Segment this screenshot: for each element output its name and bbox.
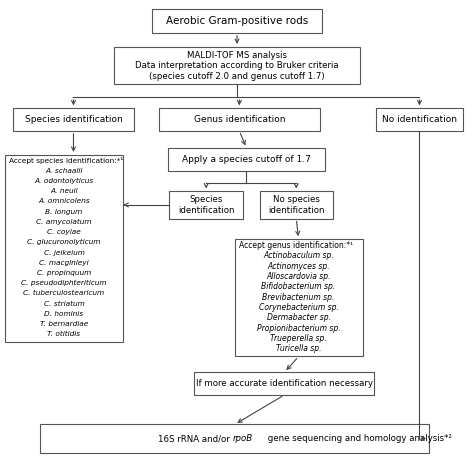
- Text: MALDI-TOF MS analysis
Data interpretation according to Bruker criteria
(species : MALDI-TOF MS analysis Data interpretatio…: [135, 51, 339, 81]
- Text: Accept species identification:*¹: Accept species identification:*¹: [9, 157, 124, 164]
- FancyBboxPatch shape: [235, 239, 363, 356]
- Text: Corynebacterium sp.: Corynebacterium sp.: [259, 303, 338, 312]
- FancyBboxPatch shape: [168, 148, 325, 171]
- Text: B. longum: B. longum: [46, 209, 82, 215]
- Text: C. coylae: C. coylae: [47, 229, 81, 235]
- Text: C. tuberculostearicum: C. tuberculostearicum: [23, 290, 105, 296]
- Text: rpoB: rpoB: [232, 434, 252, 443]
- FancyBboxPatch shape: [159, 108, 320, 131]
- FancyBboxPatch shape: [194, 372, 374, 395]
- Text: Bifidobacterium sp.: Bifidobacterium sp.: [262, 282, 336, 291]
- Text: Propionibacterium sp.: Propionibacterium sp.: [257, 324, 340, 333]
- Text: Dermabacter sp.: Dermabacter sp.: [266, 313, 331, 322]
- Text: If more accurate identification necessary: If more accurate identification necessar…: [196, 379, 373, 388]
- FancyBboxPatch shape: [40, 424, 429, 453]
- Text: Apply a species cutoff of 1.7: Apply a species cutoff of 1.7: [182, 155, 311, 164]
- Text: C. striatum: C. striatum: [44, 301, 84, 307]
- Text: A. omnicolens: A. omnicolens: [38, 198, 90, 204]
- Text: Turicella sp.: Turicella sp.: [276, 344, 321, 354]
- Text: Alloscardovia sp.: Alloscardovia sp.: [266, 272, 331, 281]
- Text: Species identification: Species identification: [25, 115, 122, 124]
- Text: Accept genus identification:*¹: Accept genus identification:*¹: [239, 241, 354, 250]
- FancyBboxPatch shape: [259, 191, 333, 219]
- Text: Aerobic Gram-positive rods: Aerobic Gram-positive rods: [166, 16, 308, 26]
- Text: D. hominis: D. hominis: [45, 311, 83, 317]
- Text: 16S rRNA and/or: 16S rRNA and/or: [158, 434, 232, 443]
- Text: Actinobaculum sp.: Actinobaculum sp.: [263, 251, 334, 260]
- Text: Species
identification: Species identification: [178, 195, 235, 215]
- Text: Genus identification: Genus identification: [193, 115, 285, 124]
- Text: C. jeikeium: C. jeikeium: [44, 250, 84, 256]
- Text: Brevibacterium sp.: Brevibacterium sp.: [263, 293, 335, 302]
- Text: T. otitidis: T. otitidis: [47, 332, 81, 337]
- Text: C. glucuronolyticum: C. glucuronolyticum: [27, 239, 100, 245]
- Text: C. propinquum: C. propinquum: [37, 270, 91, 276]
- Text: gene sequencing and homology analysis*²: gene sequencing and homology analysis*²: [265, 434, 452, 443]
- Text: T. bernardiae: T. bernardiae: [40, 321, 88, 327]
- Text: No species
identification: No species identification: [268, 195, 325, 215]
- FancyBboxPatch shape: [114, 47, 360, 84]
- FancyBboxPatch shape: [13, 108, 134, 131]
- Text: A. neuii: A. neuii: [50, 188, 78, 194]
- FancyBboxPatch shape: [152, 9, 322, 33]
- Text: A. schaalii: A. schaalii: [46, 167, 82, 174]
- FancyBboxPatch shape: [5, 155, 123, 342]
- Text: C. pseudodiphteriticum: C. pseudodiphteriticum: [21, 280, 107, 286]
- FancyBboxPatch shape: [375, 108, 464, 131]
- Text: A. odontolyticus: A. odontolyticus: [34, 178, 94, 184]
- FancyBboxPatch shape: [169, 191, 243, 219]
- Text: No identification: No identification: [382, 115, 457, 124]
- Text: Actinomyces sp.: Actinomyces sp.: [267, 262, 330, 271]
- Text: Trueperella sp.: Trueperella sp.: [270, 334, 327, 343]
- Text: C. amycolatum: C. amycolatum: [36, 219, 92, 225]
- Text: C. macginleyi: C. macginleyi: [39, 260, 89, 266]
